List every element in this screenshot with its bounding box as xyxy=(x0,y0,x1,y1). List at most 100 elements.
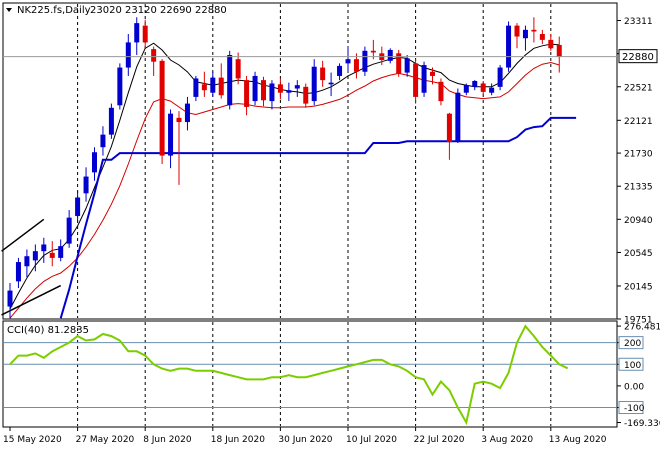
candle-body xyxy=(201,84,207,91)
candle-body xyxy=(83,176,89,194)
candle-body xyxy=(184,103,190,123)
cci-tick-label: 200 xyxy=(624,339,641,349)
candle-body xyxy=(58,246,64,258)
candle-body xyxy=(320,67,326,81)
cci-vertical-gridlines xyxy=(77,322,552,426)
trendline xyxy=(1,284,62,316)
candle-body xyxy=(235,59,241,79)
candle-body xyxy=(480,83,486,92)
candle-body xyxy=(227,54,233,106)
cci-tick-label: 100 xyxy=(624,361,641,371)
candle-body xyxy=(455,92,461,141)
trendline xyxy=(1,218,45,252)
cci-y-axis: 276.4817 200 100 0.00 -100 -169.336 xyxy=(617,323,660,429)
current-price-label: 22880 xyxy=(622,52,654,63)
candle-body xyxy=(75,197,81,216)
cci-tick-label: 0.00 xyxy=(624,382,644,392)
candle-body xyxy=(396,53,402,74)
candle-body xyxy=(430,71,435,76)
candle-body xyxy=(370,50,376,53)
candle-body xyxy=(159,60,165,156)
y-tick-label: 22121 xyxy=(624,117,653,127)
candle-body xyxy=(353,59,359,72)
price-frame xyxy=(2,2,618,320)
cci-level-lines xyxy=(4,342,616,409)
candle-body xyxy=(387,49,393,61)
cci-level-box xyxy=(618,336,644,350)
y-tick-label: 22521 xyxy=(624,83,653,93)
cci-line-group xyxy=(9,324,569,426)
candle-body xyxy=(438,81,444,102)
candle-body xyxy=(497,67,503,87)
candle-body xyxy=(463,85,469,93)
candle-body xyxy=(66,217,72,244)
candle-body xyxy=(328,82,334,85)
cci-tick-label: -100 xyxy=(624,404,645,414)
candle-body xyxy=(404,58,410,73)
y-tick-label: 21730 xyxy=(624,150,653,160)
candle-body xyxy=(151,49,157,62)
candle-body xyxy=(100,134,106,148)
candle-body xyxy=(514,25,520,37)
candle-body xyxy=(176,117,182,123)
candle-body xyxy=(303,86,309,104)
candle-body xyxy=(49,252,55,258)
cci-tick-label: -169.336 xyxy=(624,419,660,429)
candle-body xyxy=(362,50,368,72)
cci-level-box xyxy=(618,401,644,415)
x-axis: 15 May 2020 27 May 2020 8 Jun 2020 18 Jun 2… xyxy=(3,427,607,445)
candle-body xyxy=(134,23,140,43)
x-tick-label: 3 Aug 2020 xyxy=(481,435,533,445)
x-tick-label: 15 May 2020 xyxy=(3,435,62,445)
price-y-axis: 2331122916225212212121730213352094020545… xyxy=(617,17,653,326)
candle-body xyxy=(345,59,351,64)
candle-body xyxy=(244,80,250,107)
y-tick-label: 19751 xyxy=(624,316,653,326)
candle-body xyxy=(24,256,30,267)
cci-label: CCI(40) 81.2835 xyxy=(7,325,89,336)
y-tick-label: 20545 xyxy=(624,249,653,259)
symbol-label: NK225.fs,Daily xyxy=(17,5,91,16)
cci-pane: 276.4817 200 100 0.00 -100 -169.336 CCI(40) 8… xyxy=(2,320,660,429)
y-tick-label: 21335 xyxy=(624,183,653,193)
candle-body xyxy=(548,39,554,49)
candle-body xyxy=(531,29,537,32)
candle-body xyxy=(421,65,427,93)
candles xyxy=(7,17,562,319)
candle-body xyxy=(252,75,258,102)
dropdown-triangle-icon[interactable] xyxy=(6,8,12,12)
candle-body xyxy=(286,90,292,93)
candle-body xyxy=(210,77,216,93)
y-tick-label: 20940 xyxy=(624,216,653,226)
y-tick-label: 20145 xyxy=(624,282,653,292)
candle-body xyxy=(489,87,495,93)
series-line xyxy=(59,116,577,319)
price-vertical-gridlines xyxy=(77,4,552,318)
cci-line xyxy=(9,324,569,426)
x-tick-label: 8 Jun 2020 xyxy=(143,435,192,445)
cci-tick-label: 276.4817 xyxy=(624,323,660,333)
candle-body xyxy=(269,83,275,102)
candle-body xyxy=(41,244,47,252)
candle-body xyxy=(168,113,174,156)
x-tick-label: 27 May 2020 xyxy=(76,435,135,445)
candle-body xyxy=(294,85,300,89)
x-tick-label: 10 Jul 2020 xyxy=(346,435,397,445)
candle-body xyxy=(32,251,38,261)
candle-body xyxy=(446,113,452,143)
candle-body xyxy=(193,78,199,97)
candle-body xyxy=(108,107,114,135)
series-line xyxy=(9,61,560,319)
candle-body xyxy=(218,77,224,96)
candle-body xyxy=(117,67,123,106)
cci-level-box xyxy=(618,357,644,371)
candle-body xyxy=(556,44,562,57)
candle-body xyxy=(125,42,131,68)
candle-body xyxy=(261,80,266,101)
x-tick-label: 22 Jul 2020 xyxy=(414,435,465,445)
price-pane: 2331122916225212212121730213352094020545… xyxy=(1,2,658,326)
candle-body xyxy=(15,262,21,282)
candle-body xyxy=(311,66,317,102)
